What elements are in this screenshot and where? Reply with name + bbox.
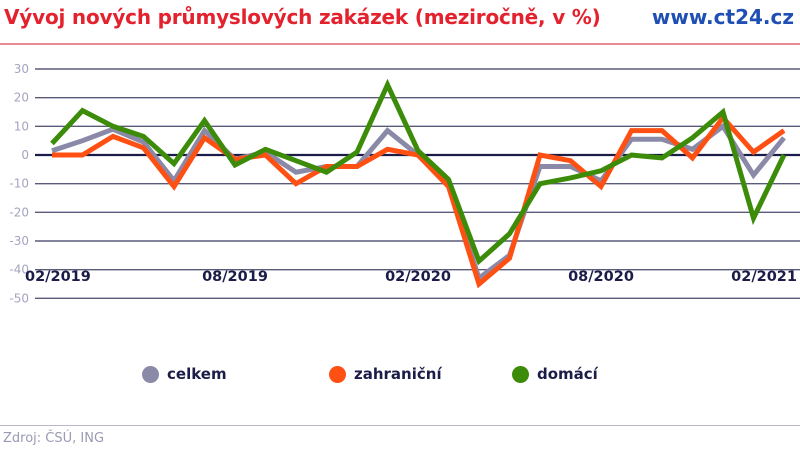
chart-title: Vývoj nových průmyslových zakázek (mezir… [4, 5, 601, 29]
gridlines [35, 68, 800, 300]
legend-dot-icon [329, 365, 346, 383]
x-tick-label: 08/2019 [202, 269, 268, 285]
legend-label: zahraniční [354, 365, 442, 383]
legend-label: domácí [537, 365, 598, 383]
series-line-zahraniční [52, 113, 786, 289]
chart-header: Vývoj nových průmyslových zakázek (mezir… [0, 0, 800, 45]
legend-item-celkem[interactable]: celkem [142, 365, 227, 383]
x-tick-label: 08/2020 [568, 269, 634, 285]
brand-link[interactable]: www.ct24.cz [651, 5, 794, 29]
y-tick-label: -20 [9, 205, 29, 219]
y-tick-label: 30 [14, 62, 29, 76]
chart-legend: celkem zahraniční domácí [0, 365, 800, 389]
legend-item-domaci[interactable]: domácí [512, 365, 598, 383]
y-tick-label: -30 [9, 234, 29, 248]
y-tick-label: 0 [21, 148, 29, 162]
data-series [50, 78, 787, 289]
y-tick-label: -10 [9, 177, 29, 191]
source-note: Zdroj: ČSÚ, ING [3, 431, 105, 446]
legend-item-zahranicni[interactable]: zahraniční [329, 365, 442, 383]
y-tick-label: -50 [9, 291, 29, 305]
legend-dot-icon [142, 365, 159, 383]
series-line-domácí [50, 78, 787, 266]
y-tick-label: 10 [14, 119, 29, 133]
footer-divider [0, 425, 800, 426]
header-divider [0, 43, 800, 45]
x-tick-label: 02/2020 [385, 269, 451, 285]
x-tick-label: 02/2019 [25, 269, 91, 285]
y-tick-label: -40 [9, 263, 29, 277]
legend-label: celkem [167, 365, 227, 383]
y-tick-label: 20 [14, 91, 29, 105]
x-axis-ticks: 02/2019 08/2019 02/2020 08/2020 02/2021 [25, 269, 797, 285]
y-axis-ticks: 30 20 10 0 -10 -20 -30 -40 -50 [9, 62, 29, 305]
legend-dot-icon [512, 365, 529, 383]
x-tick-label: 02/2021 [731, 269, 797, 285]
